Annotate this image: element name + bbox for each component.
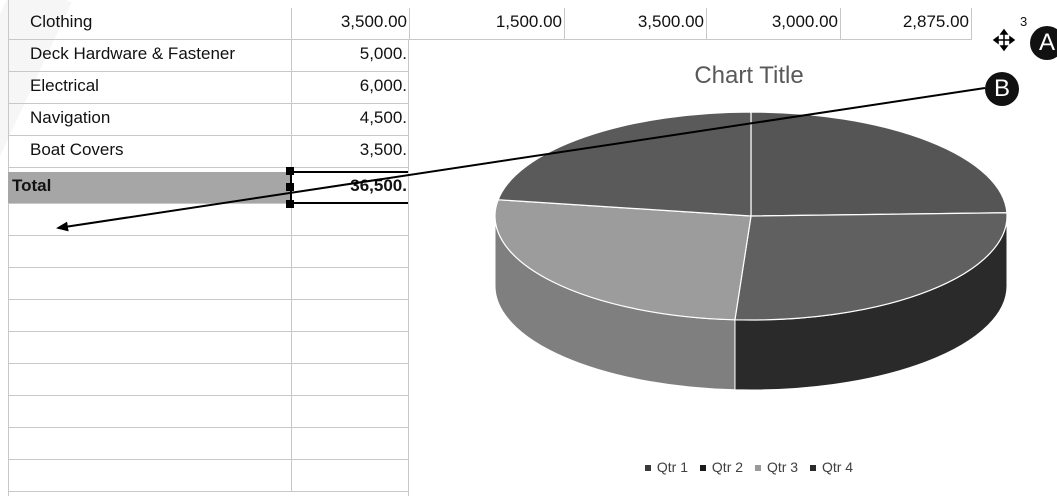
chart-legend[interactable]: Qtr 1 Qtr 2 Qtr 3 Qtr 4 — [409, 459, 1057, 475]
pie-chart[interactable]: Chart Title Qtr 1 Qtr 2 Qtr 3 Qtr 4 — [408, 40, 1057, 496]
empty-cell[interactable] — [292, 396, 410, 428]
selection-handle[interactable] — [286, 183, 294, 191]
empty-cell[interactable] — [292, 204, 410, 236]
legend-swatch — [644, 465, 651, 472]
empty-cell[interactable] — [8, 204, 292, 236]
empty-cell[interactable] — [292, 460, 410, 492]
legend-item-qtr3: Qtr 3 — [754, 459, 799, 475]
cell-row-label[interactable]: Electrical — [8, 72, 292, 104]
empty-cell[interactable] — [292, 236, 410, 268]
cell-row-label[interactable]: Clothing — [8, 8, 292, 40]
cell-selection-border — [290, 171, 410, 204]
cell-value[interactable]: 6,000. — [292, 72, 410, 104]
empty-cell[interactable] — [292, 428, 410, 460]
empty-cell[interactable] — [8, 396, 292, 428]
empty-cell[interactable] — [8, 428, 292, 460]
legend-item-qtr1: Qtr 1 — [644, 459, 689, 475]
cell-row-label[interactable]: Boat Covers — [8, 136, 292, 168]
pie-slice-qtr4[interactable] — [497, 111, 752, 217]
legend-item-qtr2: Qtr 2 — [699, 459, 744, 475]
legend-swatch — [809, 465, 816, 472]
cell-row-label[interactable]: Deck Hardware & Fastener — [8, 40, 292, 72]
legend-item-qtr4: Qtr 4 — [809, 459, 854, 475]
cell-value[interactable]: 3,500. — [292, 136, 410, 168]
grid-left-border — [8, 0, 9, 496]
selection-handle[interactable] — [286, 200, 294, 208]
total-label-cell[interactable]: Total — [8, 172, 292, 204]
pie-chart-plot[interactable] — [409, 40, 1057, 496]
legend-label: Qtr 3 — [766, 459, 799, 475]
empty-cell[interactable] — [8, 300, 292, 332]
empty-cell[interactable] — [8, 364, 292, 396]
empty-cell[interactable] — [292, 268, 410, 300]
legend-label: Qtr 4 — [821, 459, 854, 475]
pie-slice-qtr2[interactable] — [734, 212, 1008, 321]
selection-handle[interactable] — [286, 167, 294, 175]
cell-value[interactable]: 3,500.00 — [292, 8, 410, 40]
cell-value-partial[interactable]: 3 — [1020, 14, 1028, 29]
legend-swatch — [699, 465, 706, 472]
chart-title[interactable]: Chart Title — [694, 62, 804, 89]
callout-a: A — [1030, 26, 1057, 60]
pie-slice-qtr1[interactable] — [750, 111, 1008, 217]
empty-cell[interactable] — [292, 300, 410, 332]
cell-value[interactable]: 3,000.00 — [707, 8, 841, 40]
empty-cell[interactable] — [8, 332, 292, 364]
legend-label: Qtr 2 — [711, 459, 744, 475]
cell-value[interactable]: 3,500.00 — [565, 8, 707, 40]
callout-b: B — [985, 72, 1019, 106]
cell-value[interactable]: 4,500. — [292, 104, 410, 136]
cell-value[interactable]: 5,000. — [292, 40, 410, 72]
empty-cell[interactable] — [8, 268, 292, 300]
cell-value[interactable]: 2,875.00 — [841, 8, 972, 40]
cell-value[interactable]: 1,500.00 — [410, 8, 565, 40]
cell-row-label[interactable]: Navigation — [8, 104, 292, 136]
empty-cell[interactable] — [292, 364, 410, 396]
legend-label: Qtr 1 — [656, 459, 689, 475]
empty-cell[interactable] — [8, 236, 292, 268]
empty-cell[interactable] — [292, 332, 410, 364]
legend-swatch — [754, 465, 761, 472]
empty-cell[interactable] — [8, 460, 292, 492]
